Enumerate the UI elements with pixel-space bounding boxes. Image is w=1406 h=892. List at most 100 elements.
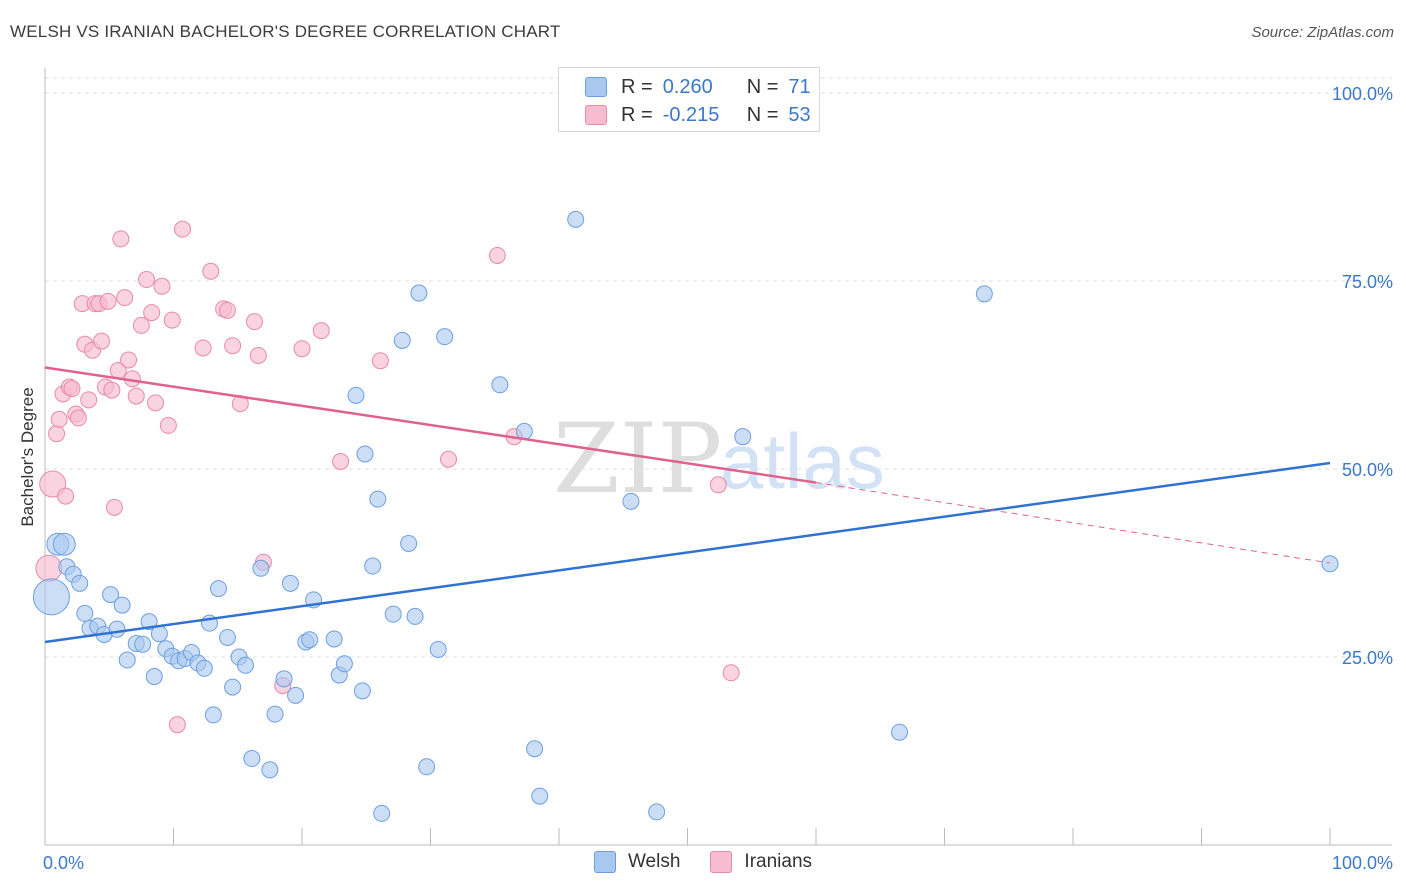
iranians-point (57, 487, 75, 505)
iranians-point (143, 304, 161, 322)
iranians-point (439, 450, 457, 468)
iranians-point (147, 394, 165, 412)
iranians-point (153, 277, 171, 295)
welsh-point (275, 670, 293, 688)
legend-row-iranians: R = -0.215 N = 53 (585, 101, 811, 129)
welsh-point (252, 559, 270, 577)
welsh-points (32, 210, 1339, 822)
welsh-point (224, 678, 242, 696)
iranians-point (120, 351, 138, 369)
welsh-point (429, 640, 447, 658)
welsh-point (418, 758, 436, 776)
iranians-point (168, 716, 186, 734)
iranians-point (112, 230, 130, 248)
iranians-point (69, 409, 87, 427)
welsh-point (218, 628, 236, 646)
iranians-point (35, 554, 63, 582)
iranians-point (202, 262, 220, 280)
iranians-swatch (585, 105, 607, 125)
welsh-point (410, 284, 428, 302)
iranians-point (99, 292, 117, 310)
y-tick-label: 75.0% (1342, 272, 1393, 292)
welsh-point (145, 668, 163, 686)
iranians-point (245, 313, 263, 331)
welsh-point (400, 534, 418, 552)
welsh-point (335, 655, 353, 673)
welsh-legend-label: Welsh (627, 851, 681, 872)
welsh-point (369, 490, 387, 508)
welsh-point (531, 787, 549, 805)
welsh-point (353, 682, 371, 700)
welsh-point (71, 574, 89, 592)
welsh-point (301, 631, 319, 649)
iranians-point (163, 311, 181, 329)
welsh-point (243, 750, 261, 768)
welsh-swatch (585, 77, 607, 97)
x-tick-label-max: 100.0% (1332, 853, 1393, 873)
y-axis-label: Bachelor's Degree (18, 387, 37, 526)
y-tick-label: 100.0% (1332, 84, 1393, 104)
iranians-point (48, 425, 66, 443)
y-tick-label: 25.0% (1342, 648, 1393, 668)
welsh-point (102, 586, 120, 604)
welsh-n-value: 71 (788, 75, 811, 98)
legend-item-welsh: Welsh (593, 851, 681, 873)
iranians-point (63, 380, 81, 398)
series-legend: Welsh Iranians (0, 851, 1406, 873)
welsh-r-label: R = (621, 75, 653, 98)
iranians-point (488, 246, 506, 264)
iranians-trend-line (44, 366, 817, 484)
welsh-r-value: 0.260 (662, 75, 713, 98)
tick-labels: 25.0% 50.0% 75.0% 100.0% 0.0% 100.0% (43, 84, 1393, 873)
legend-row-welsh: R = 0.260 N = 71 (585, 73, 811, 101)
welsh-n-label: N = (746, 75, 779, 98)
iranians-point (80, 391, 98, 409)
iranians-point (138, 271, 156, 289)
welsh-point (204, 706, 222, 724)
iranians-point (50, 410, 68, 428)
iranians-point (709, 476, 727, 494)
iranians-point (159, 416, 177, 434)
iranians-legend-swatch (710, 851, 733, 873)
axes (44, 68, 1392, 846)
iranians-point (293, 340, 311, 358)
welsh-point (261, 761, 279, 779)
welsh-point (356, 445, 374, 463)
welsh-point (1321, 555, 1339, 573)
welsh-point (287, 686, 305, 704)
welsh-point (393, 331, 411, 349)
welsh-point (891, 723, 909, 741)
welsh-point (648, 803, 666, 821)
iranians-point (371, 352, 389, 370)
welsh-point (108, 620, 126, 638)
welsh-point (134, 635, 152, 653)
welsh-point (52, 532, 76, 556)
welsh-point (32, 578, 70, 616)
welsh-point (266, 705, 284, 723)
welsh-point (209, 580, 227, 598)
welsh-point (236, 656, 254, 674)
welsh-point (118, 651, 136, 669)
legend-item-iranians: Iranians (710, 851, 812, 873)
welsh-point (436, 328, 454, 346)
welsh-point (567, 210, 585, 228)
iranians-n-label: N = (746, 103, 779, 126)
correlation-legend: R = 0.260 N = 71 R = -0.215 N = 53 (558, 67, 820, 132)
welsh-point (622, 492, 640, 510)
welsh-point (734, 428, 752, 446)
welsh-point (76, 604, 94, 622)
welsh-point (195, 659, 213, 677)
iranians-point (93, 332, 111, 350)
welsh-point (526, 740, 544, 758)
x-tick-label-min: 0.0% (43, 853, 84, 873)
iranians-r-value: -0.215 (662, 103, 720, 126)
iranians-point (332, 453, 350, 470)
welsh-point (384, 605, 402, 623)
iranians-point (103, 381, 121, 399)
welsh-point (975, 285, 993, 303)
welsh-point (373, 804, 391, 822)
iranians-point (105, 498, 123, 516)
iranians-point (249, 346, 267, 364)
welsh-point (150, 625, 168, 643)
